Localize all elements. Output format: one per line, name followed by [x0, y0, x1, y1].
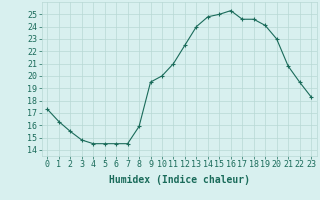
X-axis label: Humidex (Indice chaleur): Humidex (Indice chaleur)	[109, 175, 250, 185]
